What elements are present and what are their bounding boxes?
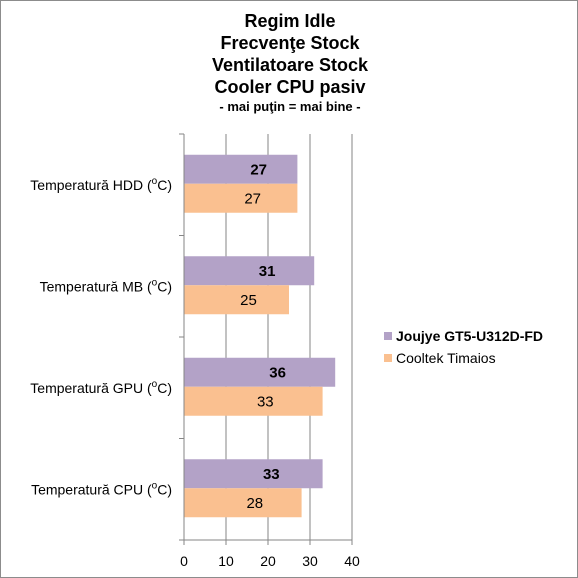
category-label: Temperatură CPU (oC)	[31, 480, 172, 497]
title-line-2: Frecvenţe Stock	[220, 33, 360, 53]
data-label: 33	[257, 393, 274, 410]
data-label: 27	[250, 161, 267, 178]
category-label: Temperatură GPU (oC)	[30, 379, 172, 396]
data-label: 33	[263, 466, 280, 483]
x-tick-label: 40	[344, 553, 360, 569]
title-line-4: Cooler CPU pasiv	[214, 77, 366, 97]
chart-title: Regim Idle Frecvenţe Stock Ventilatoare …	[140, 10, 440, 115]
chart-subtitle: - mai puţin = mai bine -	[219, 99, 361, 114]
x-tick-label: 0	[180, 553, 188, 569]
bar	[184, 285, 289, 315]
x-tick-label: 20	[260, 553, 276, 569]
legend-swatch-series-2	[384, 354, 392, 362]
bar	[184, 154, 298, 184]
bar	[184, 256, 315, 286]
legend: Joujye GT5-U312D-FD Cooltek Timaios	[384, 325, 543, 369]
data-label: 36	[269, 364, 286, 381]
legend-item-series-2: Cooltek Timaios	[384, 347, 543, 369]
bar	[184, 183, 298, 213]
data-label: 31	[259, 263, 276, 280]
legend-label-series-2: Cooltek Timaios	[396, 350, 496, 366]
category-label: Temperatură MB (oC)	[40, 277, 172, 294]
title-line-3: Ventilatoare Stock	[211, 55, 369, 75]
category-label: Temperatură HDD (oC)	[30, 176, 172, 193]
bar	[184, 459, 323, 489]
legend-swatch-series-1	[384, 332, 392, 340]
bar	[184, 488, 302, 518]
x-tick-label: 10	[218, 553, 234, 569]
bar	[184, 357, 336, 387]
data-label: 27	[244, 190, 261, 207]
title-line-1: Regim Idle	[244, 11, 336, 31]
bar	[184, 386, 323, 416]
legend-item-series-1: Joujye GT5-U312D-FD	[384, 325, 543, 347]
legend-label-series-1: Joujye GT5-U312D-FD	[396, 328, 544, 344]
x-tick-label: 30	[302, 553, 318, 569]
data-label: 28	[246, 495, 263, 512]
data-label: 25	[240, 292, 257, 309]
